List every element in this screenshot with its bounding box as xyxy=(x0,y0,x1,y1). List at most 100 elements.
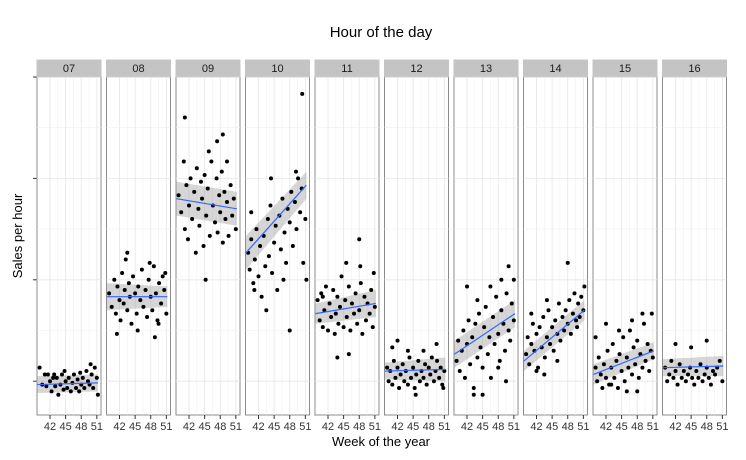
data-point xyxy=(249,237,254,242)
data-point xyxy=(683,379,688,384)
data-point xyxy=(461,328,466,333)
data-point xyxy=(146,277,151,282)
data-point xyxy=(692,382,697,387)
data-point xyxy=(125,250,130,255)
data-point xyxy=(402,379,407,384)
data-point xyxy=(143,287,148,292)
x-tick-label: 48 xyxy=(492,421,504,433)
data-point xyxy=(509,301,514,306)
data-point xyxy=(349,301,354,306)
data-point xyxy=(44,384,49,389)
data-point xyxy=(348,328,353,333)
data-point xyxy=(506,264,511,269)
data-point xyxy=(556,301,561,306)
facet-strip xyxy=(175,59,241,77)
data-point xyxy=(471,392,476,397)
data-point xyxy=(409,375,414,380)
data-point xyxy=(42,372,47,377)
data-point xyxy=(468,362,473,367)
data-point xyxy=(341,325,346,330)
facet-panel-14: 14 42 45 48 51 xyxy=(523,59,589,433)
data-point xyxy=(337,304,342,309)
data-point xyxy=(630,318,635,323)
data-point xyxy=(85,379,90,384)
x-tick-label: 48 xyxy=(214,421,226,433)
data-point xyxy=(88,362,93,367)
data-point xyxy=(562,328,567,333)
x-tick-label: 51 xyxy=(369,421,381,433)
data-point xyxy=(159,301,164,306)
facet-panel-09: 09 42 45 48 51 xyxy=(175,59,242,433)
data-point xyxy=(457,369,462,374)
data-point xyxy=(281,277,286,282)
data-point xyxy=(84,369,89,374)
data-point xyxy=(68,389,73,394)
data-point xyxy=(254,227,259,232)
x-tick-label: 51 xyxy=(299,421,311,433)
data-point xyxy=(182,227,187,232)
data-point xyxy=(593,365,598,370)
data-point xyxy=(640,311,645,316)
data-point xyxy=(156,321,161,326)
data-point xyxy=(675,382,680,387)
data-point xyxy=(619,369,624,374)
x-tick-label: 45 xyxy=(476,421,488,433)
data-point xyxy=(504,291,509,296)
data-point xyxy=(579,294,584,299)
data-point xyxy=(275,287,280,292)
data-point xyxy=(423,362,428,367)
data-point xyxy=(219,169,224,174)
data-point xyxy=(454,358,459,363)
data-point xyxy=(438,365,443,370)
data-point xyxy=(544,335,549,340)
x-tick-label: 42 xyxy=(113,421,125,433)
data-point xyxy=(184,183,189,188)
data-point xyxy=(233,227,238,232)
x-tick-label: 48 xyxy=(562,421,574,433)
smooth-fit-line xyxy=(454,313,516,355)
data-point xyxy=(75,377,80,382)
facet-panel-12: 12 42 45 48 51 xyxy=(384,59,450,433)
facet-strip-label: 09 xyxy=(202,63,214,75)
data-point xyxy=(190,216,195,221)
x-tick-label: 42 xyxy=(461,421,473,433)
data-point xyxy=(265,216,270,221)
data-point xyxy=(268,176,273,181)
data-point xyxy=(534,369,539,374)
data-point xyxy=(206,149,211,154)
data-point xyxy=(544,298,549,303)
data-point xyxy=(362,294,367,299)
data-point xyxy=(617,328,622,333)
data-point xyxy=(112,277,117,282)
data-point xyxy=(483,304,488,309)
data-point xyxy=(222,189,227,194)
data-point xyxy=(600,385,605,390)
facet-panel-background xyxy=(384,76,449,416)
data-point xyxy=(636,375,641,380)
facet-strip xyxy=(245,59,310,77)
data-point xyxy=(115,284,120,289)
data-point xyxy=(421,375,426,380)
data-point xyxy=(702,372,707,377)
data-point xyxy=(612,375,617,380)
data-point xyxy=(631,345,636,350)
data-point xyxy=(434,342,439,347)
data-point xyxy=(601,362,606,367)
data-point xyxy=(134,311,139,316)
data-point xyxy=(582,284,587,289)
data-point xyxy=(624,355,629,360)
data-point xyxy=(320,294,325,299)
data-point xyxy=(247,267,252,272)
data-point xyxy=(504,379,509,384)
data-point xyxy=(315,298,320,303)
data-point xyxy=(344,314,349,319)
data-point xyxy=(567,298,572,303)
x-tick-label: 45 xyxy=(546,421,558,433)
data-point xyxy=(508,338,513,343)
facet-panel-16: 16 42 45 48 51 xyxy=(662,59,728,433)
data-point xyxy=(123,257,128,262)
data-point xyxy=(411,365,416,370)
data-point xyxy=(525,335,530,340)
data-point xyxy=(287,328,292,333)
